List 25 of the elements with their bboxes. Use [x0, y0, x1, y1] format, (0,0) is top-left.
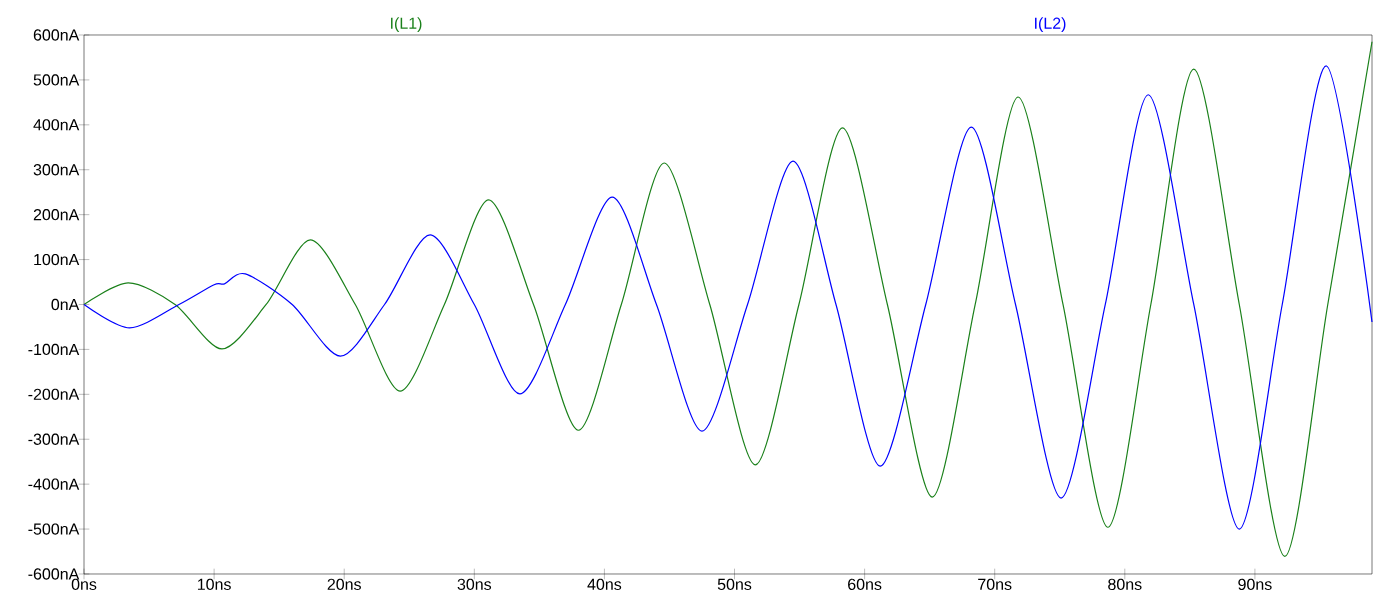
- y-tick-label: 300nA: [33, 164, 80, 176]
- x-tick-label: 0ns: [71, 578, 97, 591]
- y-tick-label: -600nA: [28, 568, 80, 580]
- y-tick-label: -100nA: [28, 343, 80, 356]
- y-tick-label: 100nA: [34, 253, 80, 266]
- y-tick-label: 600nA: [33, 29, 80, 41]
- y-tick-label: 0nA: [51, 298, 80, 311]
- y-tick-label: -200nA: [28, 388, 80, 400]
- x-tick-label: 80ns: [1108, 578, 1142, 591]
- y-tick-label: -300nA: [28, 433, 80, 445]
- y-tick-label: -400nA: [28, 478, 80, 490]
- x-tick-label: 50ns: [717, 578, 752, 591]
- text: I(L2): [1035, 17, 1066, 33]
- x-tick-label: 70ns: [978, 578, 1012, 591]
- y-tick-label: 200nA: [33, 209, 80, 221]
- x-tick-label: 30ns: [457, 578, 492, 591]
- y-tick-label: -500nA: [28, 523, 80, 535]
- x-tick-label: 60ns: [848, 578, 882, 591]
- x-tick-label: 90ns: [1238, 578, 1272, 591]
- text: I(L1): [391, 17, 422, 33]
- x-tick-label: 40ns: [587, 578, 622, 591]
- y-tick-label: 500nA: [33, 74, 80, 86]
- x-tick-label: 10ns: [197, 578, 231, 591]
- y-tick-label: 400nA: [33, 119, 80, 131]
- x-tick-label: 20ns: [327, 578, 361, 591]
